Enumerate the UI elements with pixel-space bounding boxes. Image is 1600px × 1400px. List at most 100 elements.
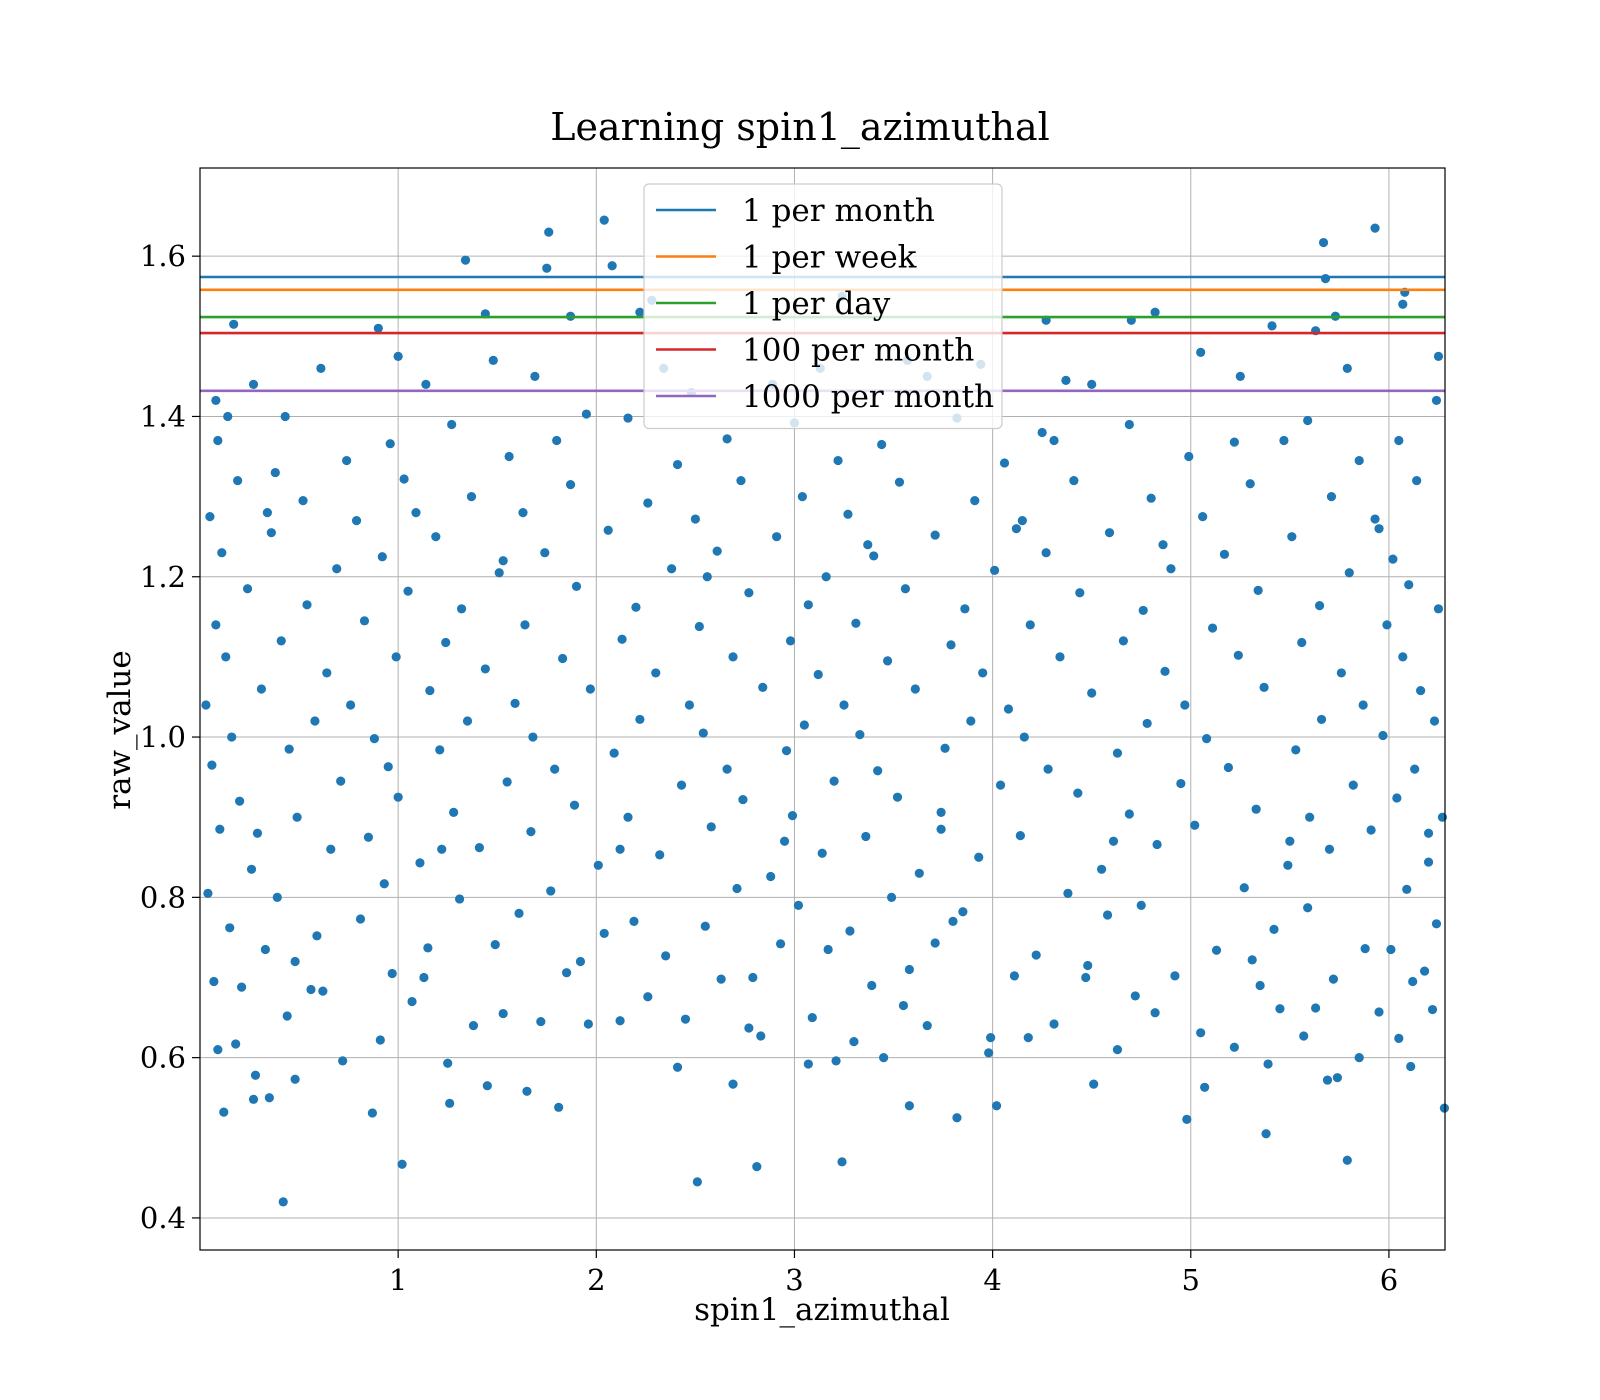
data-point xyxy=(886,892,897,902)
data-point xyxy=(766,871,776,882)
data-point xyxy=(248,379,259,389)
data-point xyxy=(785,636,796,646)
data-point xyxy=(209,976,219,987)
data-point xyxy=(655,850,665,860)
data-point xyxy=(1269,924,1279,935)
data-point xyxy=(1388,554,1398,564)
data-point xyxy=(203,888,213,898)
data-point xyxy=(1219,549,1230,559)
data-point xyxy=(205,512,215,522)
data-point xyxy=(1025,620,1035,630)
data-point xyxy=(449,807,459,817)
data-point xyxy=(914,868,924,878)
data-point xyxy=(1324,844,1335,854)
data-point xyxy=(1075,588,1085,598)
data-point xyxy=(643,992,653,1002)
data-point xyxy=(1138,605,1148,616)
data-point xyxy=(1108,836,1119,846)
data-point xyxy=(1326,492,1337,502)
data-point xyxy=(1019,732,1029,742)
data-point xyxy=(1182,1114,1192,1124)
data-point xyxy=(1342,363,1352,373)
data-point xyxy=(403,586,413,596)
data-point xyxy=(728,1079,738,1089)
data-point xyxy=(488,355,498,365)
data-point xyxy=(736,475,746,486)
data-point xyxy=(1041,548,1051,558)
data-point xyxy=(845,926,855,936)
data-point xyxy=(1073,788,1083,798)
data-point xyxy=(728,652,738,662)
data-point xyxy=(423,943,433,953)
data-point xyxy=(1431,919,1442,929)
data-point xyxy=(260,944,270,955)
data-point xyxy=(1146,493,1156,503)
data-point xyxy=(1017,516,1027,526)
data-point xyxy=(385,439,395,449)
data-point xyxy=(599,215,609,225)
chart-title: Learning spin1_azimuthal xyxy=(550,105,1050,150)
y-tick-label: 1.2 xyxy=(140,560,186,594)
data-point xyxy=(387,968,397,979)
data-point xyxy=(607,261,617,271)
data-point xyxy=(1096,864,1107,874)
data-point xyxy=(1087,379,1097,389)
legend-label: 1000 per month xyxy=(742,379,994,415)
data-point xyxy=(431,532,441,542)
data-point xyxy=(748,972,758,983)
legend: 1 per month 1 per week 1 per day 100 per mo… xyxy=(643,183,1003,430)
data-point xyxy=(326,844,336,854)
data-point xyxy=(698,728,708,738)
data-point xyxy=(369,734,379,744)
data-point xyxy=(948,916,958,926)
data-point xyxy=(363,832,374,842)
data-point xyxy=(1320,274,1331,284)
data-point xyxy=(1170,971,1180,981)
data-point xyxy=(292,812,302,822)
data-point xyxy=(454,894,465,904)
data-point xyxy=(466,492,477,502)
data-point xyxy=(1275,1004,1285,1014)
data-point xyxy=(282,1011,292,1021)
data-point xyxy=(744,588,754,598)
data-point xyxy=(694,621,704,632)
data-point xyxy=(558,653,568,664)
data-point xyxy=(581,409,591,419)
data-point xyxy=(1318,237,1329,248)
data-point xyxy=(833,455,843,466)
data-point xyxy=(603,525,613,535)
data-point xyxy=(1150,307,1160,317)
data-point xyxy=(1118,636,1128,646)
data-point xyxy=(1382,620,1392,630)
data-point xyxy=(1374,524,1384,534)
data-point xyxy=(1412,475,1422,486)
data-point xyxy=(1253,585,1263,595)
x-axis-label: spin1_azimuthal xyxy=(694,1292,950,1328)
data-point xyxy=(1354,1053,1364,1063)
data-point xyxy=(332,564,342,574)
data-point xyxy=(201,700,211,710)
data-point xyxy=(383,762,393,772)
data-point xyxy=(242,584,253,594)
data-point xyxy=(877,439,887,450)
data-point xyxy=(758,682,768,692)
data-point xyxy=(958,907,968,917)
legend-box xyxy=(643,183,1003,430)
data-point xyxy=(498,556,508,566)
data-point xyxy=(1196,347,1206,357)
data-point xyxy=(1303,415,1313,426)
data-point xyxy=(1245,479,1255,489)
data-point xyxy=(989,565,1000,575)
data-point xyxy=(1124,419,1134,430)
data-point xyxy=(1063,888,1073,898)
data-point xyxy=(787,810,798,821)
data-point xyxy=(702,572,712,582)
data-point xyxy=(419,972,429,983)
x-tick-label: 6 xyxy=(1380,1263,1398,1297)
data-point xyxy=(1049,435,1059,446)
data-point xyxy=(1303,903,1313,913)
data-point xyxy=(898,1000,909,1011)
data-point xyxy=(1166,564,1176,574)
data-point xyxy=(667,564,677,574)
data-point xyxy=(1297,637,1307,648)
